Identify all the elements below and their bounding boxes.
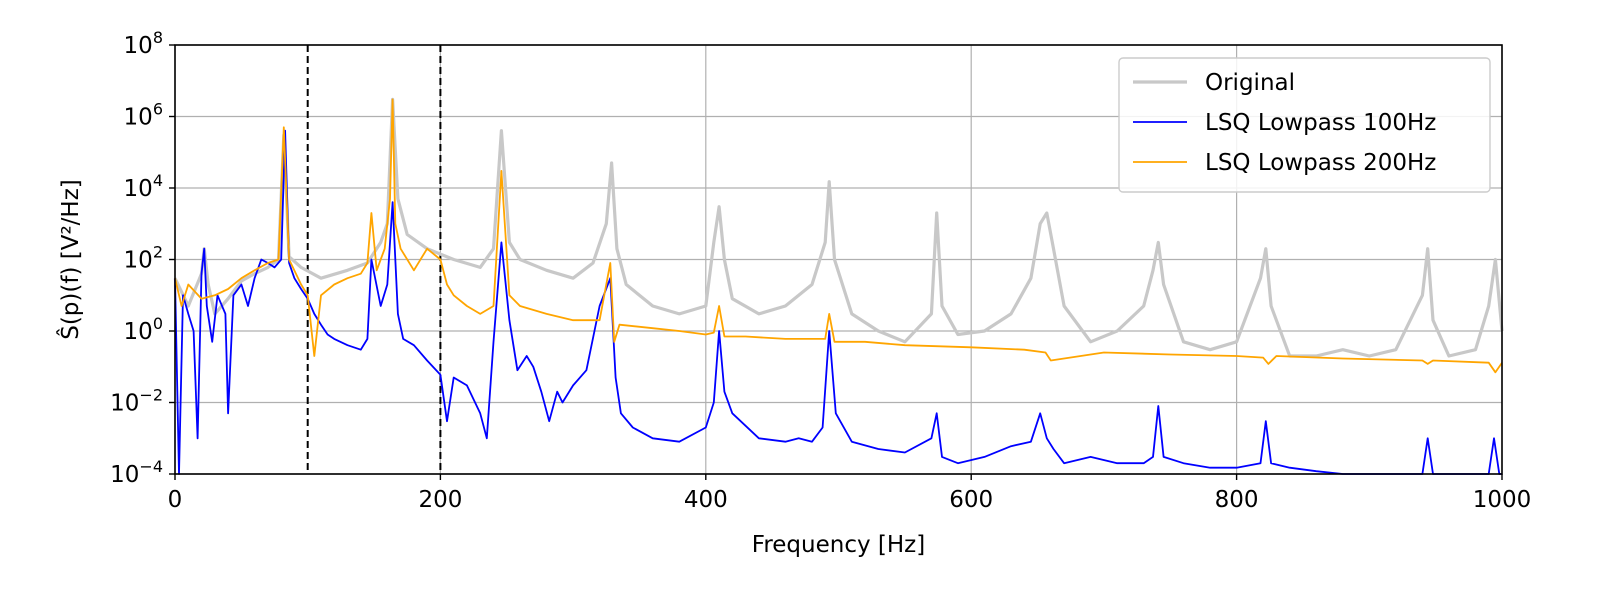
x-tick-label: 400 (684, 487, 728, 513)
legend-label-original: Original (1205, 70, 1295, 96)
series-layer (173, 97, 1504, 475)
x-tick-label: 600 (949, 487, 993, 513)
legend-label-lsq-lowpass-200hz: LSQ Lowpass 200Hz (1205, 150, 1436, 176)
y-tick-label: 108 (124, 28, 163, 59)
legend-label-lsq-lowpass-100hz: LSQ Lowpass 100Hz (1205, 110, 1436, 136)
legend: Original LSQ Lowpass 100Hz LSQ Lowpass 200… (1118, 57, 1491, 193)
series-line-lsq-lowpass-200hz (174, 98, 1503, 374)
series-line-original (173, 97, 1504, 358)
x-tick-label: 0 (168, 487, 183, 513)
legend-box (1118, 57, 1491, 193)
x-tick-label: 200 (418, 487, 462, 513)
y-tick-label: 10−2 (110, 386, 163, 417)
y-axis-label: Ŝ(p)(f) [V²/Hz] (56, 179, 84, 340)
y-tick-label: 102 (124, 243, 163, 274)
x-axis-label: Frequency [Hz] (752, 532, 925, 558)
y-tick-label: 10−4 (110, 457, 163, 488)
y-tick-label: 106 (124, 100, 163, 131)
y-tick-label: 100 (124, 314, 163, 345)
ticks: 0 200 400 600 800 1000 108 106 104 102 100 10−2 10−4 (110, 28, 1531, 513)
series-line-lsq-lowpass-100hz (174, 129, 1502, 475)
x-tick-label: 1000 (1473, 487, 1532, 513)
y-tick-label: 104 (124, 171, 163, 202)
x-tick-label: 800 (1215, 487, 1259, 513)
